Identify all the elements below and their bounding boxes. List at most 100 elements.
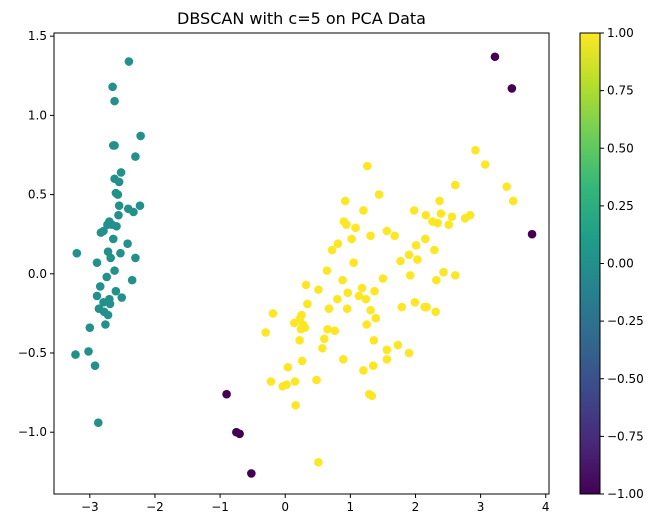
scatter-point (113, 190, 123, 199)
scatter-point (338, 355, 348, 364)
colorbar-tick-label: −0.25 (607, 314, 644, 328)
scatter-point (235, 429, 244, 439)
scatter-point (117, 293, 127, 302)
scatter-point (303, 299, 312, 309)
scatter-point (436, 209, 446, 218)
colorbar-tick-label: 0.75 (607, 84, 634, 98)
x-tick-label: −2 (146, 500, 164, 514)
x-tick-label: 3 (477, 500, 485, 514)
scatter-point (114, 210, 123, 220)
scatter-point (349, 258, 358, 268)
scatter-point (71, 350, 80, 359)
scatter-point (114, 177, 124, 187)
scatter-point (247, 469, 256, 478)
scatter-point (92, 258, 102, 268)
scatter-point (338, 275, 347, 285)
scatter-point (354, 291, 364, 301)
scatter-point (421, 210, 431, 220)
scatter-point (114, 201, 124, 210)
scatter-point (333, 294, 342, 304)
scatter-point (312, 375, 321, 385)
scatter-point (369, 336, 379, 345)
scatter-point (382, 345, 392, 355)
colorbar-tick-label: −1.00 (607, 487, 644, 501)
scatter-point (502, 182, 511, 191)
scatter-point (527, 229, 537, 239)
scatter-point (116, 248, 125, 258)
scatter-point (318, 343, 327, 353)
scatter-point (393, 340, 403, 350)
scatter-point (295, 336, 304, 345)
scatter-point (333, 239, 343, 248)
scatter-point (460, 214, 470, 223)
scatter-point (268, 309, 278, 318)
scatter-point (92, 291, 102, 301)
scatter-point (397, 302, 407, 312)
scatter-point (101, 320, 110, 329)
x-tick-label: 4 (542, 500, 550, 514)
scatter-point (290, 318, 299, 328)
y-tick-label: −1.0 (18, 425, 47, 439)
y-tick-label: −0.5 (18, 346, 47, 360)
scatter-point (135, 201, 145, 210)
scatter-point (480, 160, 490, 169)
scatter-point (110, 96, 119, 106)
colorbar-tick-label: −0.50 (607, 372, 644, 386)
scatter-point (108, 82, 117, 92)
scatter-point (490, 52, 500, 62)
scatter-point (370, 286, 379, 296)
scatter-point (361, 294, 371, 304)
scatter-point (409, 206, 419, 215)
scatter-point (420, 234, 430, 244)
y-tick-label: 0.5 (28, 188, 47, 202)
colorbar-tick-label: 0.50 (607, 141, 634, 155)
scatter-point (131, 152, 140, 161)
scatter-point (382, 355, 392, 364)
scatter-point (366, 305, 375, 315)
colorbar-axis: −1.00 −0.75 −0.50 −0.25 0.00 0.25 0.50 0.75 1.00 (600, 26, 644, 501)
scatter-point (357, 283, 367, 293)
x-tick-label: 1 (347, 500, 355, 514)
scatter-point (362, 320, 371, 329)
scatter-point (396, 256, 405, 266)
plot-marks (71, 52, 537, 478)
scatter-point (99, 298, 108, 307)
scatter-point (222, 389, 231, 399)
scatter-point (314, 285, 323, 294)
scatter-point (367, 391, 377, 401)
scatter-point (507, 84, 517, 93)
scatter-point (84, 347, 93, 356)
scatter-point (85, 323, 95, 332)
scatter-point (378, 274, 388, 283)
scatter-point (382, 226, 392, 236)
scatter-point (131, 253, 140, 263)
y-tick-label: 1.5 (28, 29, 47, 43)
scatter-point (110, 141, 119, 150)
scatter-point (431, 307, 440, 317)
scatter-point (320, 334, 329, 344)
scatter-point (124, 57, 134, 66)
x-tick-label: −1 (211, 500, 229, 514)
scatter-point (411, 240, 421, 250)
scatter-point (290, 377, 300, 386)
scatter-point (136, 131, 145, 141)
x-tick-label: 0 (281, 500, 289, 514)
scatter-point (433, 218, 442, 228)
scatter-point (430, 245, 439, 255)
scatter-point (330, 326, 340, 336)
scatter-point (102, 272, 112, 282)
scatter-point (110, 266, 119, 275)
scatter-point (291, 400, 300, 410)
scatter-point (90, 361, 100, 370)
scatter-point (266, 377, 276, 386)
scatter-point (340, 196, 350, 206)
scatter-point (111, 286, 121, 296)
scatter-point (105, 299, 115, 309)
scatter-point (362, 161, 372, 171)
scatter-point (322, 266, 332, 275)
scatter-point (371, 313, 381, 323)
scatter-point (103, 310, 113, 320)
scatter-point (351, 223, 360, 233)
x-axis: −3 −2 −1 0 1 2 3 4 (81, 494, 550, 514)
